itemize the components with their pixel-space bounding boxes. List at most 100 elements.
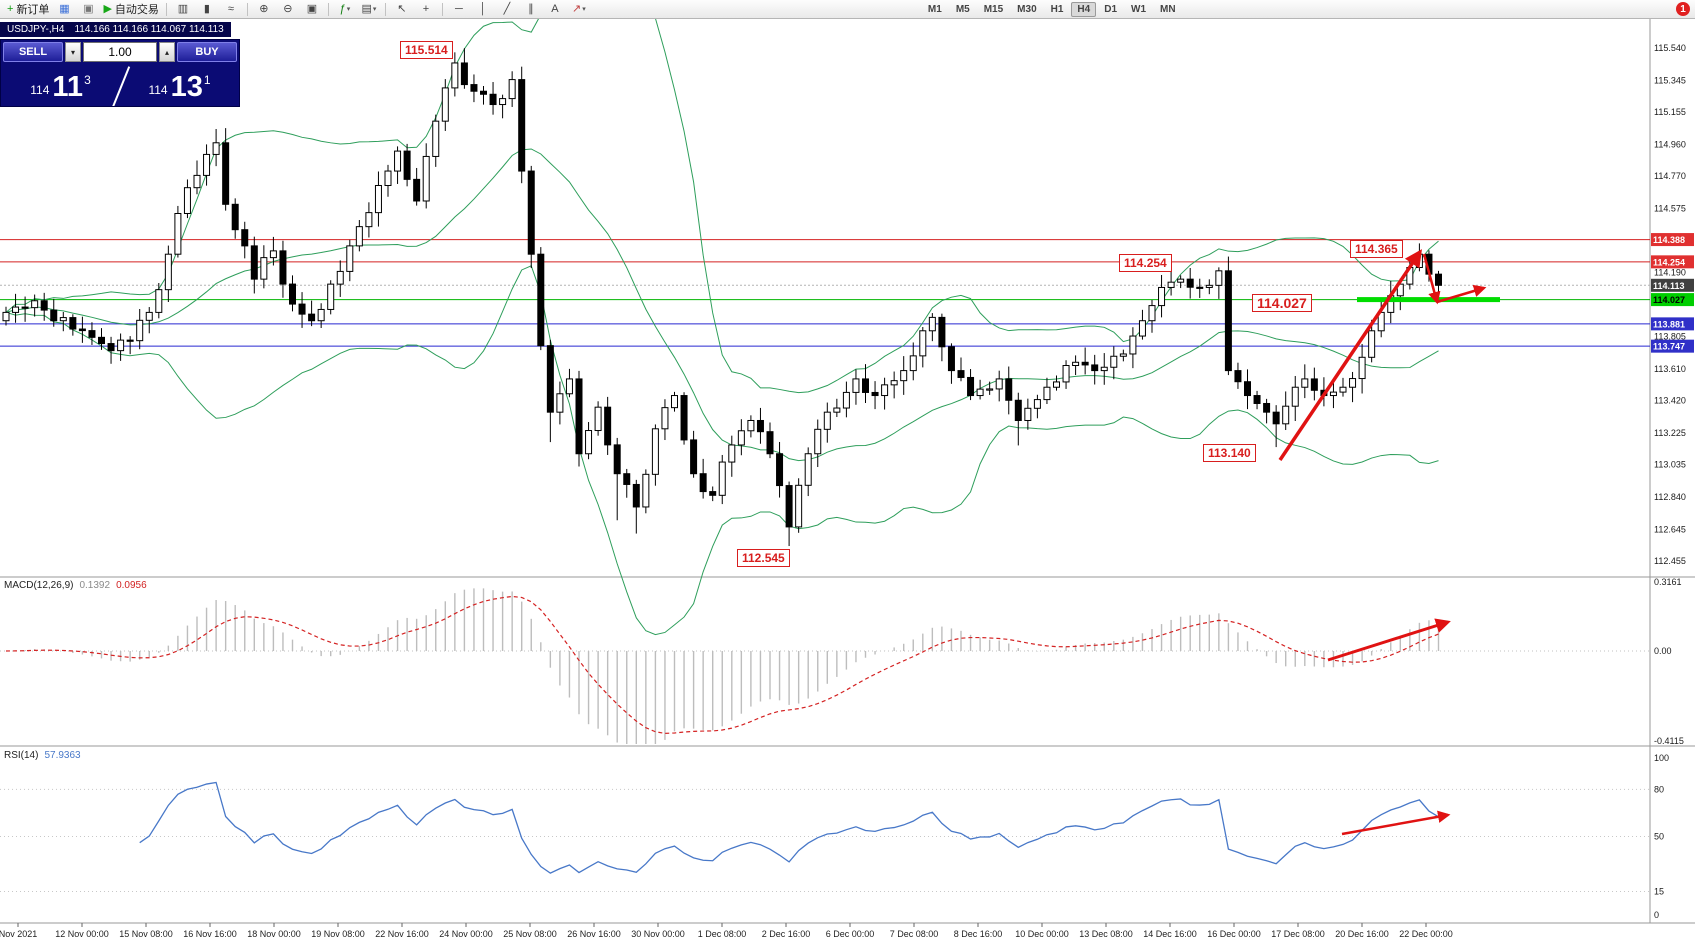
new-order-label: 新订单	[16, 4, 50, 16]
timeframe-m15[interactable]: M15	[983, 3, 1004, 15]
svg-text:113.610: 113.610	[1654, 364, 1686, 374]
bar-chart-icon: ▥	[177, 2, 189, 15]
indicators-button[interactable]: ƒ ▾	[333, 0, 357, 18]
new-order-icon: +	[7, 2, 14, 15]
buy-price-sup: 1	[203, 73, 211, 87]
horizontal-line-button[interactable]: ─	[447, 0, 471, 18]
templates-button[interactable]: ▤ ▾	[357, 0, 381, 18]
svg-text:114.388: 114.388	[1653, 235, 1685, 245]
timeframe-mn[interactable]: MN	[1160, 3, 1176, 15]
rsi-indicator-label: RSI(14) 57.9363	[4, 750, 81, 761]
timeframe-h1[interactable]: H1	[1050, 3, 1064, 15]
tile-windows-button[interactable]: ▣	[300, 0, 324, 18]
green-support-segment[interactable]	[1357, 297, 1500, 303]
equidistant-channel-button[interactable]: ∥	[519, 0, 543, 18]
symbol-ohlc-values: 114.166 114.166 114.067 114.113	[74, 24, 224, 35]
timeframe-m30[interactable]: M30	[1017, 3, 1037, 15]
svg-text:13 Dec 08:00: 13 Dec 08:00	[1079, 929, 1133, 939]
auto-trading-button[interactable]: ▶ 自动交易	[100, 0, 161, 18]
svg-text:26 Nov 16:00: 26 Nov 16:00	[567, 929, 621, 939]
vertical-line-button[interactable]: │	[471, 0, 495, 18]
timeframe-d1[interactable]: D1	[1104, 3, 1118, 15]
chart-frame	[0, 19, 1695, 924]
buy-price-big: 13	[170, 71, 203, 103]
svg-text:114.770: 114.770	[1654, 171, 1686, 181]
timeframe-switcher: M1 M5 M15 M30 H1 H4 D1 W1 MN	[921, 1, 1183, 17]
toolbar-separator	[384, 2, 386, 16]
volume-increase-button[interactable]: ▴	[159, 42, 175, 62]
zoom-in-icon: ⊕	[259, 2, 269, 15]
new-order-button[interactable]: + 新订单	[4, 0, 52, 18]
crosshair-button[interactable]: +	[414, 0, 438, 18]
svg-text:113.420: 113.420	[1654, 396, 1686, 406]
indicators-icon: ƒ	[339, 2, 346, 15]
hline-icon: ─	[455, 2, 463, 15]
sell-price-big: 11	[52, 71, 84, 103]
line-chart-type-button[interactable]: ≈	[219, 0, 243, 18]
macd-main-value: 0.1392	[79, 580, 111, 591]
svg-text:2 Dec 16:00: 2 Dec 16:00	[762, 929, 811, 939]
timeframe-m5[interactable]: M5	[955, 3, 970, 15]
svg-text:19 Nov 08:00: 19 Nov 08:00	[311, 929, 365, 939]
volume-input[interactable]: 1.00	[83, 42, 157, 62]
cursor-icon: ↖	[397, 2, 407, 15]
bar-chart-type-button[interactable]: ▥	[171, 0, 195, 18]
charts-button[interactable]: ▦	[52, 0, 76, 18]
toolbar-separator	[441, 2, 443, 16]
symbol-info-bar: USDJPY-,H4 114.166 114.166 114.067 114.1…	[0, 22, 231, 37]
svg-text:100: 100	[1654, 753, 1669, 763]
volume-decrease-button[interactable]: ▾	[65, 42, 81, 62]
chart-window-icon: ▦	[59, 2, 70, 15]
svg-text:22 Dec 00:00: 22 Dec 00:00	[1399, 929, 1453, 939]
price-axis: 115.540 115.345 115.155 114.960 114.770 114.5…	[1651, 43, 1694, 920]
timeframe-w1[interactable]: W1	[1131, 3, 1147, 15]
toolbar-buttons: + 新订单 ▦ ▣ ▶ 自动交易 ▥ ▮ ≈ ⊕ ⊖ ▣ ƒ ▾ ▤ ▾ ↖ + ─ │ ╱ ∥ A ↗ ▾	[4, 0, 591, 18]
svg-text:0.00: 0.00	[1654, 646, 1672, 656]
svg-text:112.840: 112.840	[1654, 492, 1686, 502]
toolbar-separator	[246, 2, 248, 16]
svg-text:20 Dec 16:00: 20 Dec 16:00	[1335, 929, 1389, 939]
zoom-in-button[interactable]: ⊕	[252, 0, 276, 18]
svg-text:25 Nov 08:00: 25 Nov 08:00	[503, 929, 557, 939]
trend-arrows[interactable]	[1278, 249, 1487, 836]
svg-text:50: 50	[1654, 832, 1664, 842]
trendline-button[interactable]: ╱	[495, 0, 519, 18]
buy-button[interactable]: BUY	[177, 42, 237, 62]
candle-chart-type-button[interactable]: ▮	[195, 0, 219, 18]
notification-badge[interactable]: 1	[1676, 2, 1690, 16]
line-chart-icon: ≈	[227, 2, 234, 15]
svg-text:112.455: 112.455	[1654, 556, 1686, 566]
sell-price-prefix: 114	[30, 83, 50, 97]
arrow-objects-button[interactable]: ↗ ▾	[567, 0, 591, 18]
svg-text:16 Nov 16:00: 16 Nov 16:00	[183, 929, 237, 939]
svg-text:15 Nov 08:00: 15 Nov 08:00	[119, 929, 173, 939]
trendline-icon: ╱	[503, 2, 511, 15]
timeframe-m1[interactable]: M1	[927, 3, 942, 15]
sell-price[interactable]: 114 11 3	[1, 64, 120, 106]
profile-button[interactable]: ▣	[76, 0, 100, 18]
svg-text:113.747: 113.747	[1653, 342, 1685, 352]
svg-text:113.805: 113.805	[1654, 332, 1686, 342]
rsi-value: 57.9363	[44, 750, 81, 761]
cursor-button[interactable]: ↖	[390, 0, 414, 18]
timeframe-h4[interactable]: H4	[1071, 1, 1097, 17]
sell-button[interactable]: SELL	[3, 42, 63, 62]
svg-text:115.345: 115.345	[1654, 75, 1686, 85]
candlestick-series	[2, 48, 1442, 547]
rsi-panel	[0, 781, 1650, 892]
svg-text:115.155: 115.155	[1654, 107, 1686, 117]
svg-text:14 Dec 16:00: 14 Dec 16:00	[1143, 929, 1197, 939]
text-label-button[interactable]: A	[543, 0, 567, 18]
svg-text:80: 80	[1654, 784, 1664, 794]
text-icon: A	[551, 2, 559, 15]
symbol-period-label: USDJPY-,H4	[7, 24, 65, 35]
svg-text:114.190: 114.190	[1654, 267, 1686, 277]
buy-price[interactable]: 114 13 1	[120, 64, 239, 106]
svg-text:12 Nov 00:00: 12 Nov 00:00	[55, 929, 109, 939]
zoom-out-button[interactable]: ⊖	[276, 0, 300, 18]
dropdown-arrow-icon: ▾	[582, 6, 586, 13]
svg-text:10 Dec 00:00: 10 Dec 00:00	[1015, 929, 1069, 939]
svg-text:113.225: 113.225	[1654, 428, 1686, 438]
svg-text:114.960: 114.960	[1654, 139, 1686, 149]
